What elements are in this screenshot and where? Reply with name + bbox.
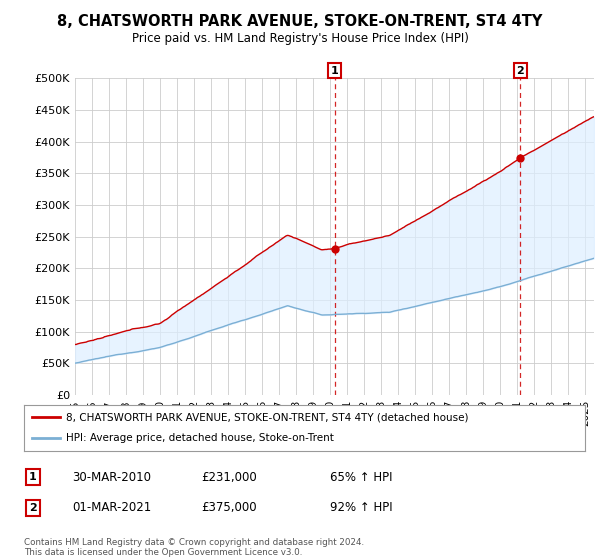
Text: 1: 1 xyxy=(331,66,338,76)
Text: 01-MAR-2021: 01-MAR-2021 xyxy=(72,501,151,515)
Text: Contains HM Land Registry data © Crown copyright and database right 2024.
This d: Contains HM Land Registry data © Crown c… xyxy=(24,538,364,557)
Text: 2: 2 xyxy=(29,503,37,513)
Text: 2: 2 xyxy=(517,66,524,76)
Text: Price paid vs. HM Land Registry's House Price Index (HPI): Price paid vs. HM Land Registry's House … xyxy=(131,32,469,45)
Text: 30-MAR-2010: 30-MAR-2010 xyxy=(72,470,151,484)
Text: 8, CHATSWORTH PARK AVENUE, STOKE-ON-TRENT, ST4 4TY (detached house): 8, CHATSWORTH PARK AVENUE, STOKE-ON-TREN… xyxy=(66,412,469,422)
Text: 65% ↑ HPI: 65% ↑ HPI xyxy=(330,470,392,484)
Text: 92% ↑ HPI: 92% ↑ HPI xyxy=(330,501,392,515)
Text: 8, CHATSWORTH PARK AVENUE, STOKE-ON-TRENT, ST4 4TY: 8, CHATSWORTH PARK AVENUE, STOKE-ON-TREN… xyxy=(58,14,542,29)
Text: HPI: Average price, detached house, Stoke-on-Trent: HPI: Average price, detached house, Stok… xyxy=(66,433,334,444)
Text: £375,000: £375,000 xyxy=(201,501,257,515)
Text: 1: 1 xyxy=(29,472,37,482)
Text: £231,000: £231,000 xyxy=(201,470,257,484)
